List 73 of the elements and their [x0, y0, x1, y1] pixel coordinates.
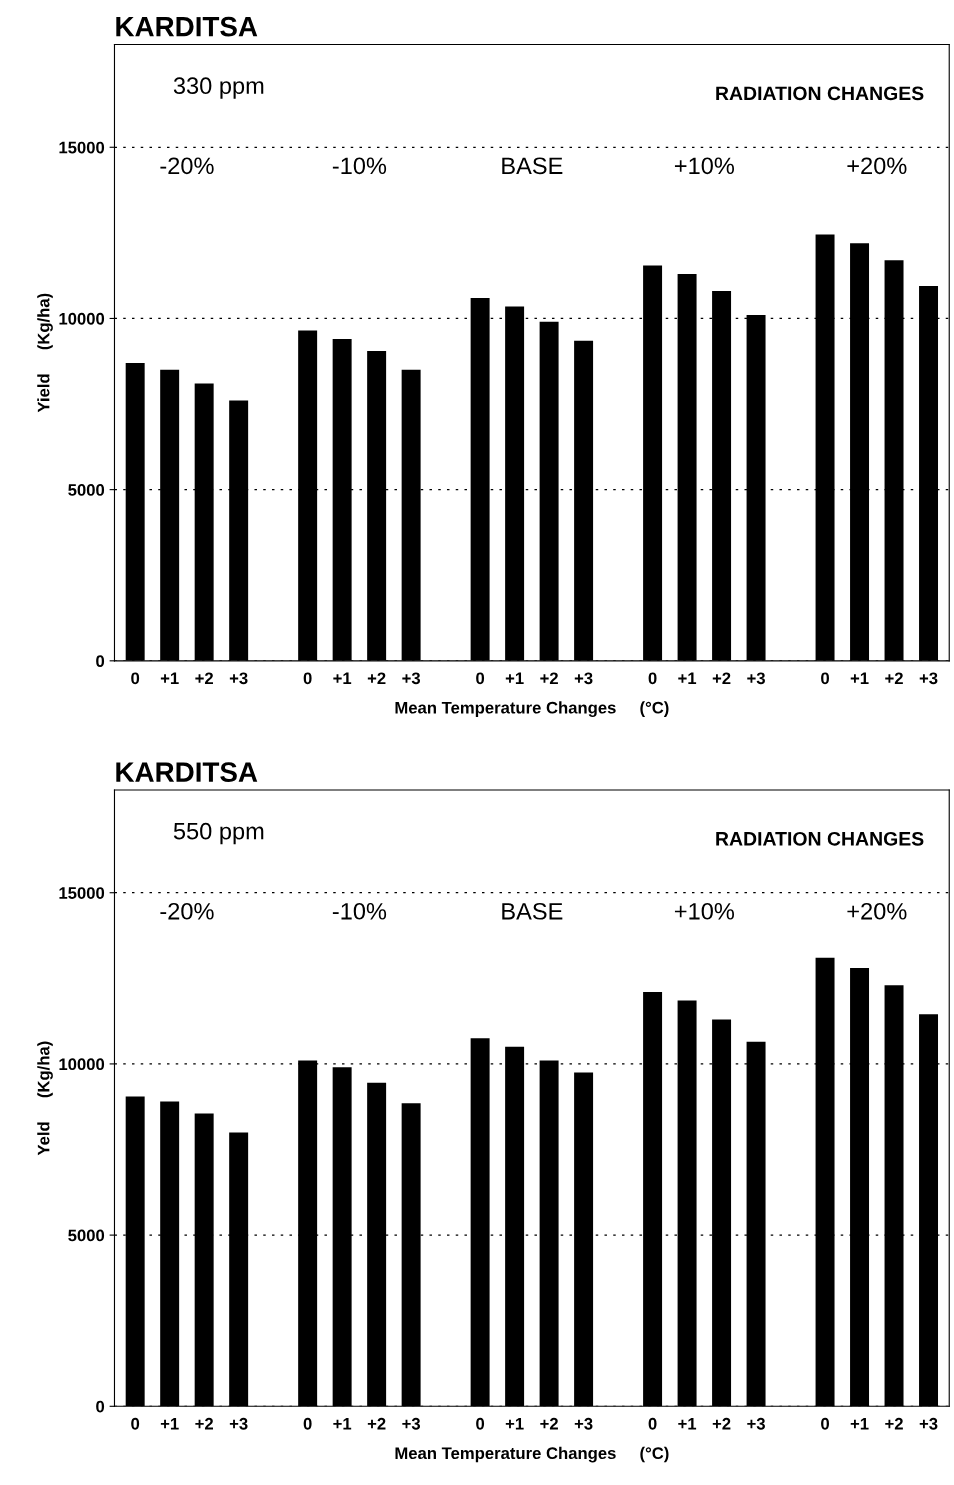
x-tick-label: +3 — [402, 1417, 421, 1430]
annotation: +20% — [847, 902, 907, 920]
x-tick-label: +2 — [712, 1417, 731, 1430]
x-tick-label: +3 — [574, 1417, 593, 1430]
annotation: -20% — [160, 157, 214, 175]
x-tick-label: 0 — [303, 672, 312, 685]
x-tick-label: 0 — [648, 1417, 657, 1430]
x-tick-label: +1 — [850, 1418, 869, 1430]
x-tick-label: +3 — [747, 1417, 765, 1430]
annotation: RADIATION CHANGES — [716, 831, 924, 846]
y-axis-title: Yield (Kg/ha) — [37, 293, 53, 413]
bar — [470, 297, 490, 661]
x-tick-label: 0 — [821, 672, 829, 685]
annotation: BASE — [502, 157, 563, 175]
y-tick-label: 0 — [96, 1400, 105, 1413]
x-tick-label: +3 — [402, 672, 421, 685]
x-tick-label: 0 — [648, 672, 657, 685]
x-tick-label: +3 — [919, 1417, 938, 1430]
y-tick-label: 10000 — [59, 312, 105, 325]
x-tick-label: 0 — [131, 672, 140, 685]
x-tick-label: +2 — [540, 1417, 558, 1430]
x-tick-label: +3 — [919, 672, 938, 685]
bar — [332, 338, 352, 661]
annotation: +10% — [674, 902, 735, 920]
chart-title: KARDITSA — [116, 762, 258, 782]
x-tick-label: +3 — [229, 672, 248, 685]
y-tick-label: 0 — [96, 655, 105, 668]
x-tick-label: +2 — [885, 1417, 903, 1430]
x-tick-label: +1 — [505, 1418, 524, 1430]
x-axis-title: Mean Temperature Changes (°C) — [395, 1446, 669, 1463]
bar — [539, 321, 559, 661]
bar — [919, 285, 939, 661]
x-tick-label: 0 — [476, 672, 485, 685]
annotation: BASE — [502, 902, 563, 920]
annotation: +10% — [674, 157, 735, 175]
x-tick-label: +2 — [712, 672, 731, 685]
x-tick-label: +1 — [333, 1418, 352, 1430]
y-tick-label: 5000 — [68, 484, 105, 496]
x-tick-label: 0 — [303, 1417, 312, 1430]
bar — [401, 369, 421, 661]
annotation: +20% — [847, 157, 907, 175]
x-tick-label: 0 — [131, 1417, 140, 1430]
x-tick-label: +3 — [747, 672, 765, 685]
x-tick-label: +1 — [160, 1418, 179, 1430]
x-tick-label: +2 — [540, 672, 558, 685]
x-tick-label: +2 — [885, 672, 903, 685]
x-tick-label: +1 — [333, 672, 352, 685]
y-axis-title: Yeld (Kg/ha) — [37, 1041, 53, 1156]
y-tick-label: 10000 — [59, 1058, 105, 1071]
y-tick-label: 15000 — [59, 141, 105, 154]
y-tick-label: 15000 — [59, 887, 105, 899]
x-tick-label: +1 — [505, 672, 524, 685]
x-tick-label: +1 — [160, 672, 179, 685]
annotation: 330 ppm — [173, 77, 264, 99]
annotation: -10% — [332, 157, 387, 175]
x-tick-label: +3 — [229, 1417, 248, 1430]
x-tick-label: +2 — [367, 672, 386, 685]
y-tick-label: 5000 — [68, 1229, 105, 1242]
x-tick-label: 0 — [476, 1417, 485, 1430]
x-tick-label: 0 — [821, 1417, 829, 1430]
x-tick-label: +2 — [367, 1417, 386, 1430]
x-tick-label: +2 — [195, 1417, 213, 1430]
x-tick-label: +1 — [678, 1418, 697, 1430]
x-tick-label: +2 — [195, 672, 213, 685]
x-tick-label: +1 — [850, 672, 869, 685]
annotation: -20% — [160, 902, 214, 920]
annotation: -10% — [332, 902, 387, 920]
x-axis-title: Mean Temperature Changes (°C) — [395, 701, 669, 717]
chart-title: KARDITSA — [116, 16, 258, 37]
x-tick-label: +3 — [574, 672, 593, 685]
annotation: 550 ppm — [173, 822, 264, 845]
x-tick-label: +1 — [678, 672, 697, 685]
annotation: RADIATION CHANGES — [716, 86, 924, 101]
